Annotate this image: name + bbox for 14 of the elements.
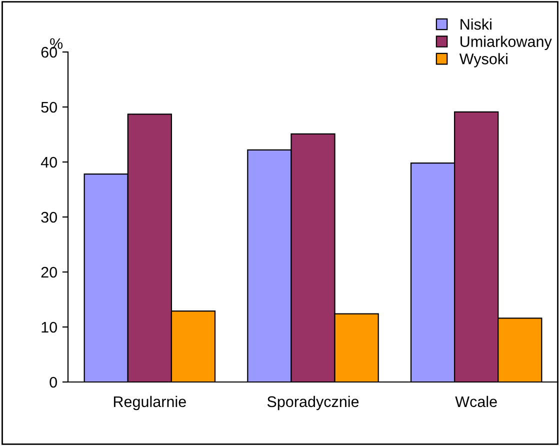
y-tick-label: 0 bbox=[50, 376, 57, 388]
legend-label: Wysoki bbox=[459, 53, 508, 68]
x-tick-label: Regularnie bbox=[114, 396, 186, 410]
x-tick-label: Wcale bbox=[455, 396, 497, 408]
legend-label: Niski bbox=[460, 18, 492, 30]
y-axis-title: % bbox=[50, 38, 63, 49]
y-tick-label: 10 bbox=[42, 322, 57, 333]
x-tick-label: Sporadycznie bbox=[267, 396, 359, 410]
legend-label: Umiarkowany bbox=[460, 36, 552, 50]
y-tick-label: 20 bbox=[41, 266, 57, 278]
y-tick-label: 60 bbox=[41, 46, 57, 58]
y-tick-label: 30 bbox=[41, 212, 57, 223]
y-tick-label: 40 bbox=[40, 156, 57, 168]
y-tick-label: 50 bbox=[41, 102, 57, 113]
